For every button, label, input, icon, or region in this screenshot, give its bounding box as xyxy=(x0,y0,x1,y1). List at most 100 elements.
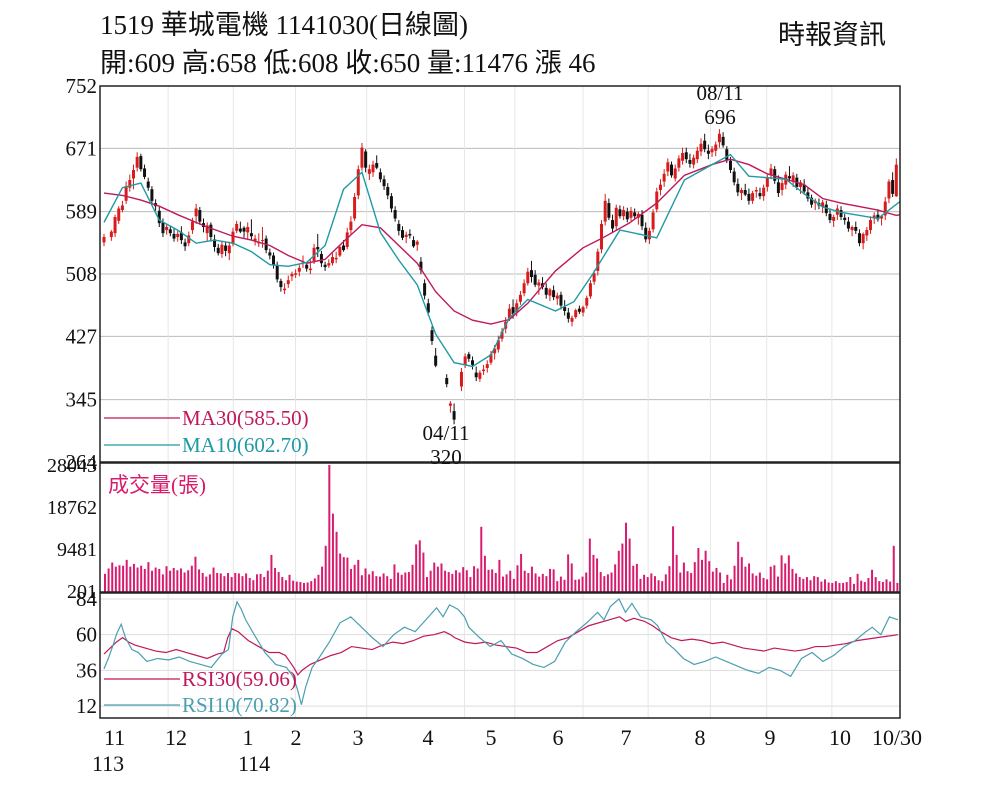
candle xyxy=(128,174,132,192)
candle-body xyxy=(253,238,257,241)
candle xyxy=(308,258,312,274)
candle-body xyxy=(585,297,589,306)
candle-body xyxy=(721,136,725,146)
candle xyxy=(319,250,323,268)
candle-body xyxy=(327,263,331,266)
volume-bar xyxy=(255,574,258,592)
volume-bar xyxy=(867,577,870,592)
volume-bar xyxy=(350,568,353,592)
rsi-layer xyxy=(103,597,899,705)
candle xyxy=(714,141,718,157)
volume-bar xyxy=(491,569,494,592)
candle xyxy=(113,214,117,238)
candle xyxy=(751,190,755,204)
candle-body xyxy=(725,149,729,160)
candle xyxy=(581,305,585,317)
candle xyxy=(533,270,537,288)
candle xyxy=(607,198,611,221)
volume-bar xyxy=(585,572,588,592)
volume-bar xyxy=(458,572,461,592)
candle xyxy=(272,252,276,269)
candle xyxy=(194,203,198,224)
volume-bar xyxy=(577,579,580,592)
volume-bar xyxy=(530,566,533,592)
volume-bar xyxy=(284,580,287,592)
candle xyxy=(644,222,648,243)
volume-bar xyxy=(809,580,812,592)
volume-bar xyxy=(183,572,186,592)
candle xyxy=(618,205,622,219)
candle xyxy=(850,225,854,237)
candle xyxy=(375,155,379,170)
volume-bar xyxy=(118,565,121,592)
candle xyxy=(577,305,581,315)
volume-bar xyxy=(346,557,349,592)
volume-bar xyxy=(266,570,269,592)
volume-bar xyxy=(494,572,497,592)
candle-body xyxy=(448,403,452,406)
volume-bar xyxy=(179,568,182,592)
candle-body xyxy=(482,369,486,372)
candle-body xyxy=(865,230,869,236)
volume-bar xyxy=(219,573,222,592)
candle-body xyxy=(452,411,456,420)
volume-bar xyxy=(122,565,125,592)
candle xyxy=(695,146,699,164)
candle-body xyxy=(176,233,180,238)
volume-bar xyxy=(643,574,646,592)
volume-bar xyxy=(306,582,309,592)
candle-body xyxy=(117,208,121,221)
candle-body xyxy=(607,203,611,218)
candle-body xyxy=(821,202,825,207)
candle-body xyxy=(496,340,500,350)
candle-body xyxy=(423,283,427,296)
candle xyxy=(857,229,861,247)
candle-body xyxy=(187,235,191,244)
candle-body xyxy=(131,169,135,179)
candle-body xyxy=(670,164,674,176)
volume-bar xyxy=(751,573,754,592)
candle-body xyxy=(736,183,740,193)
candle-body xyxy=(622,210,626,217)
candle xyxy=(430,326,434,345)
candle-body xyxy=(467,354,471,359)
volume-bar xyxy=(863,582,866,592)
candle xyxy=(353,193,357,221)
candle-body xyxy=(611,220,615,229)
pane-frame xyxy=(99,462,901,593)
candle-body xyxy=(308,268,312,271)
candle xyxy=(404,231,408,244)
volume-bar xyxy=(245,573,248,592)
trough-date-label: 04/11 xyxy=(422,421,469,445)
candle xyxy=(150,186,154,204)
volume-bar xyxy=(295,581,298,592)
volume-bar xyxy=(679,572,682,592)
candle-body xyxy=(150,189,154,201)
candle-body xyxy=(412,240,416,247)
candle-body xyxy=(555,295,559,299)
volume-bar xyxy=(422,552,425,592)
volume-bar xyxy=(342,557,345,592)
volume-bar xyxy=(208,574,211,592)
volume-bar xyxy=(299,582,302,592)
volume-bar xyxy=(205,576,208,592)
candle-body xyxy=(603,200,607,222)
candle-body xyxy=(471,360,475,365)
volume-bar xyxy=(313,578,316,592)
candle-body xyxy=(695,150,699,160)
candle-body xyxy=(692,157,696,165)
volume-bar xyxy=(483,555,486,592)
candle xyxy=(312,243,316,264)
volume-bar xyxy=(107,568,110,592)
candle xyxy=(283,283,287,295)
candle xyxy=(209,222,213,242)
label-layer: 7526715895084273452642804318762948120184… xyxy=(47,74,922,776)
peak-date-label: 08/11 xyxy=(696,81,743,105)
candle-body xyxy=(489,354,493,363)
candle-body xyxy=(275,265,279,280)
candle-body xyxy=(633,212,637,217)
candle xyxy=(415,240,419,251)
rsi30-line xyxy=(103,616,899,676)
candle xyxy=(168,225,172,237)
candle xyxy=(467,351,471,362)
